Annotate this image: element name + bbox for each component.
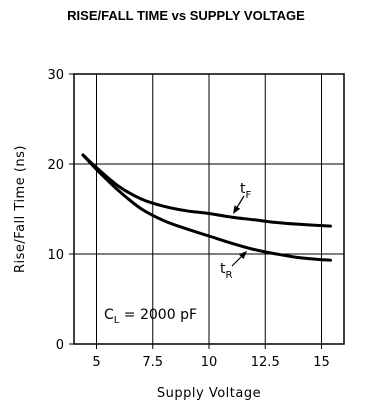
y-tick-label: 10 xyxy=(47,248,64,263)
x-tick-label: 5 xyxy=(92,355,100,370)
condition-suffix: = 2000 pF xyxy=(119,307,197,323)
y-tick-label: 20 xyxy=(47,158,64,173)
tr-label-main: t xyxy=(220,261,226,277)
condition-label: CL = 2000 pF xyxy=(104,307,197,326)
tf-label-sub: F xyxy=(246,190,252,201)
y-tick-label: 30 xyxy=(47,68,64,83)
series-line-tr xyxy=(81,153,332,262)
tr-arrow-line xyxy=(231,254,244,267)
x-tick-label: 12.5 xyxy=(251,355,280,370)
x-axis-label: Supply Voltage xyxy=(157,386,261,401)
y-axis-label: Rise/Fall Time (ns) xyxy=(13,145,28,273)
series xyxy=(81,153,332,262)
grid xyxy=(74,73,344,345)
tr-arrow-head xyxy=(238,251,247,259)
chart-title: RISE/FALL TIME vs SUPPLY VOLTAGE xyxy=(67,8,305,23)
tf-label: tF xyxy=(240,181,252,201)
y-tick-label: 0 xyxy=(56,338,64,353)
x-tick-label: 10 xyxy=(201,355,218,370)
tf-label-main: t xyxy=(240,181,246,197)
tf-arrow-line xyxy=(235,195,245,210)
series-line-tf xyxy=(81,153,332,228)
tr-label: tR xyxy=(220,261,233,281)
tr-label-sub: R xyxy=(226,270,233,281)
condition-prefix: C xyxy=(104,307,114,323)
x-tick-label: 15 xyxy=(313,355,330,370)
tf-arrow-head xyxy=(233,205,241,214)
ticks: 5 7.5 10 12.5 15 0 10 20 30 xyxy=(47,68,329,370)
x-tick-label: 7.5 xyxy=(142,355,163,370)
condition-sub: L xyxy=(114,315,120,326)
